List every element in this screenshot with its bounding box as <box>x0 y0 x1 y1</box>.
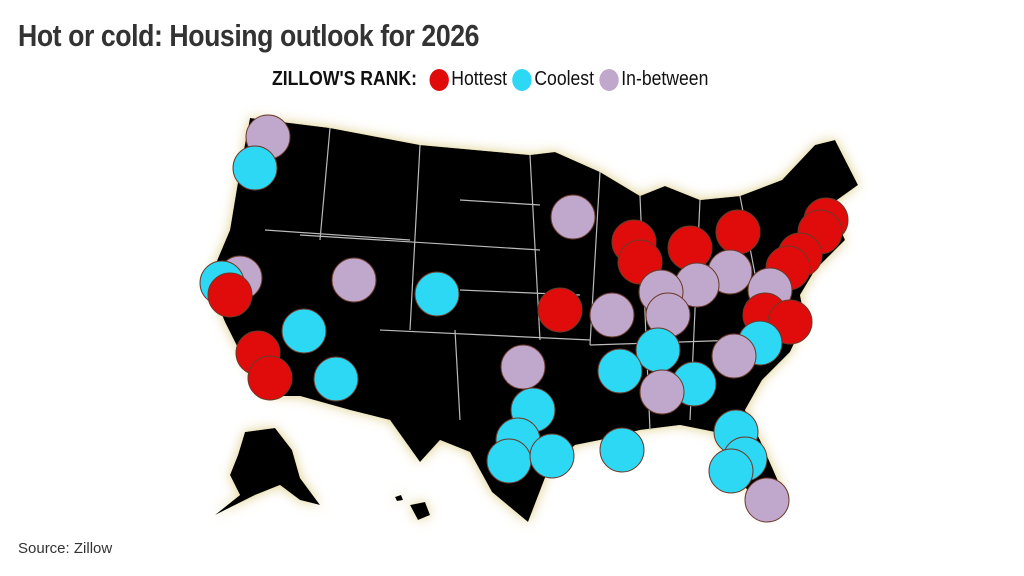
marker-cool <box>232 145 278 191</box>
legend-swatch-cool <box>512 68 532 91</box>
marker-cool <box>486 438 532 484</box>
marker-mid <box>500 344 546 390</box>
source-note: Source: Zillow <box>18 540 113 557</box>
marker-mid <box>711 333 757 379</box>
marker-hot <box>537 287 583 333</box>
marker-cool <box>708 448 754 494</box>
markers <box>199 114 849 523</box>
marker-cool <box>529 433 575 479</box>
marker-cool <box>597 348 643 394</box>
marker-mid <box>589 292 635 338</box>
land <box>208 118 858 522</box>
marker-hot <box>247 355 293 401</box>
alaska <box>215 428 320 515</box>
legend-swatch-hot <box>429 68 449 91</box>
marker-hot <box>207 272 253 318</box>
hawaii <box>395 495 430 520</box>
legend-swatch-mid <box>599 68 619 91</box>
marker-cool <box>281 308 327 354</box>
marker-hot <box>667 225 713 271</box>
legend-item-hot: Hottest <box>451 68 508 90</box>
legend-item-mid: In-between <box>621 68 709 90</box>
legend-label: ZILLOW'S RANK: <box>272 68 417 90</box>
marker-mid <box>744 477 790 523</box>
legend: ZILLOW'S RANK: Hottest Coolest In-betwee… <box>272 68 708 91</box>
chart-title: Hot or cold: Housing outlook for 2026 <box>18 18 480 53</box>
marker-cool <box>414 271 460 317</box>
marker-cool <box>635 327 681 373</box>
marker-cool <box>313 356 359 402</box>
legend-item-cool: Coolest <box>534 68 594 90</box>
contiguous-us <box>208 118 858 522</box>
marker-mid <box>550 194 596 240</box>
marker-mid <box>331 257 377 303</box>
marker-cool <box>599 427 645 473</box>
marker-hot <box>715 209 761 255</box>
marker-mid <box>639 369 685 415</box>
